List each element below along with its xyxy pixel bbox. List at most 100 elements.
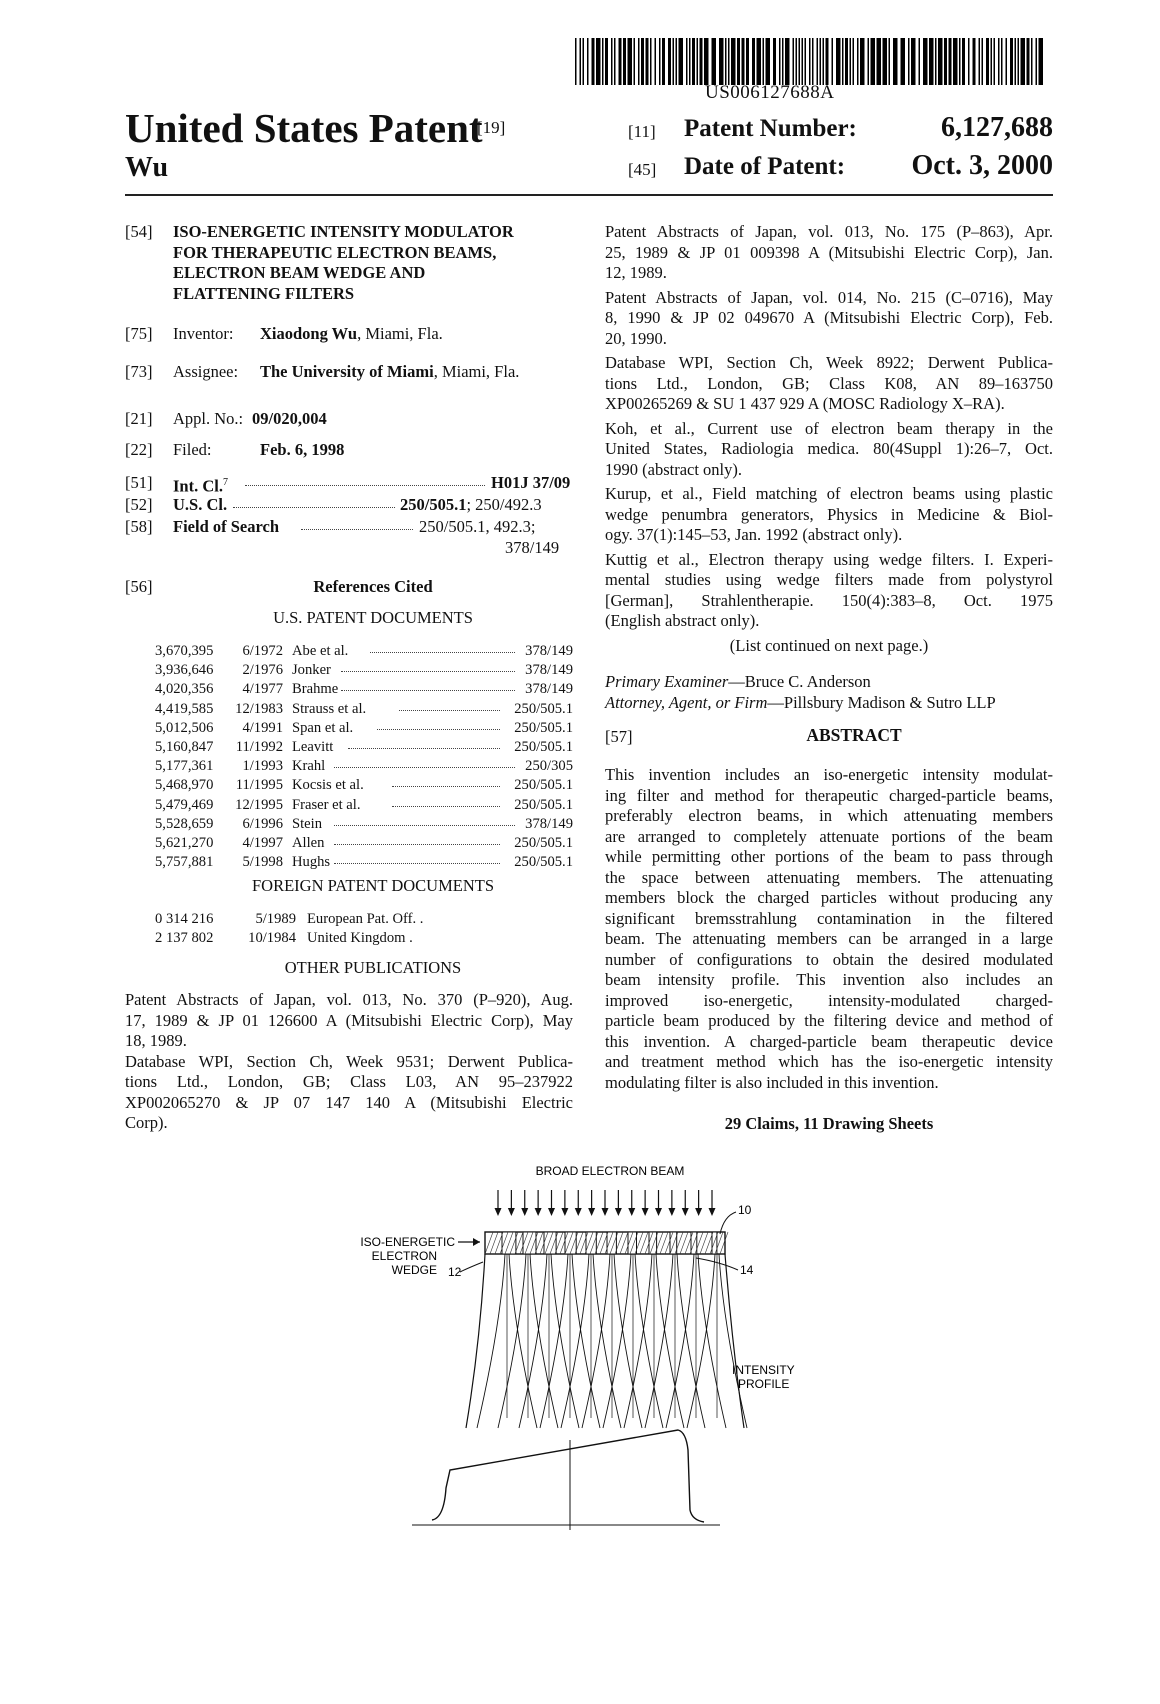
patent-class-cell: 250/505.1: [514, 738, 573, 755]
barcode-bar: [870, 38, 875, 85]
barcode-bar: [645, 38, 649, 85]
assignee-value: The University of Miami, Miami, Fla.: [260, 362, 520, 381]
barcode-bar: [752, 38, 755, 85]
abstract-line: the space between attenuating members. T…: [605, 867, 1053, 887]
abstract-line: are arranged to completely attenuate por…: [605, 826, 1053, 846]
publication-number: US006127688A: [705, 82, 835, 103]
dot-leader: [334, 811, 516, 826]
barcode-bar: [804, 38, 806, 85]
barcode-bar: [785, 38, 790, 85]
refs-heading: References Cited: [313, 577, 433, 596]
wedge-hatch: [684, 1231, 694, 1255]
barcode-bar: [962, 38, 965, 85]
title-line: ISO-ENERGETIC INTENSITY MODULATOR: [173, 222, 514, 241]
patent-number-cell: 5,177,361: [155, 758, 214, 775]
publication-line: United States, Radiologia medica. 80(4Su…: [605, 439, 1053, 458]
patent-number: 6,127,688: [941, 112, 1053, 143]
patent-date-cell: 12/1983: [235, 700, 283, 717]
beam-arrow-head: [708, 1208, 716, 1216]
barcode-bar: [953, 38, 958, 85]
barcode-bar: [849, 38, 851, 85]
inventor-value: Xiaodong Wu, Miami, Fla.: [260, 324, 443, 343]
dot-leader: [334, 849, 501, 865]
barcode-bar: [867, 38, 869, 85]
beam-arrow-head: [561, 1208, 569, 1216]
fan-line: [508, 1253, 538, 1429]
header-rule: [125, 194, 1053, 196]
barcode-bar: [587, 38, 589, 85]
barcode-bar: [831, 38, 833, 85]
barcode-bar: [773, 38, 776, 85]
barcode-bar: [795, 38, 797, 85]
barcode-bar: [1010, 38, 1013, 85]
publication-line: Database WPI, Section Ch, Week 8922; Der…: [605, 353, 1053, 372]
dot-leader: [334, 830, 501, 845]
appl-label: Appl. No.:: [173, 409, 244, 428]
patent-name-cell: Stein: [292, 815, 322, 832]
barcode-bar: [993, 38, 995, 85]
fan-line: [539, 1253, 569, 1429]
barcode-bar: [822, 38, 824, 85]
beam-arrows: [494, 1190, 716, 1216]
abstract-line: while permitting other portions of the b…: [605, 847, 1053, 866]
wedge-label-3: WEDGE: [392, 1263, 437, 1277]
publication-line: 12, 1989.: [605, 263, 667, 282]
barcode-bar: [675, 38, 677, 85]
table-row: 3,936,646 2/1976 Jonker 378/149: [155, 661, 573, 680]
profile-label-1: INTENSITY: [732, 1363, 795, 1377]
wedge-hatch: [614, 1231, 624, 1255]
ref-14: 14: [740, 1263, 754, 1277]
barcode-bar: [842, 38, 844, 85]
wedge-hatch: [554, 1231, 564, 1255]
other-pubs-heading: OTHER PUBLICATIONS: [284, 958, 462, 977]
barcode-bar: [935, 38, 937, 85]
barcode-bar: [575, 38, 577, 85]
table-row: 0 314 216 5/1989 European Pat. Off. .: [155, 910, 573, 929]
publication-line: Patent Abstracts of Japan, vol. 013, No.…: [125, 990, 573, 1009]
patent-number-cell: 5,757,881: [155, 854, 214, 871]
barcode-bar: [704, 38, 709, 85]
patent-number-cell: 5,621,270: [155, 834, 214, 851]
abstract-line: significant bremsstrahlung contamination…: [605, 908, 1053, 928]
patent-name-cell: Fraser et al.: [292, 796, 361, 813]
barcode-bar: [602, 38, 604, 85]
table-row: 5,177,361 1/1993 Krahl 250/305: [155, 757, 573, 776]
fan-line: [560, 1253, 590, 1429]
patent-name-cell: European Pat. Off. .: [307, 911, 424, 927]
ref-12: 12: [448, 1265, 462, 1279]
wedge-hatch: [709, 1231, 719, 1255]
uscl-code: [52]: [125, 495, 153, 514]
patent-number-cell: 4,020,356: [155, 681, 214, 698]
intcl-code: [51]: [125, 473, 153, 492]
publication-line: Corp).: [125, 1113, 168, 1132]
patent-name-cell: Brahme: [292, 681, 339, 698]
barcode-bar: [633, 38, 635, 85]
publication-line: 20, 1990.: [605, 328, 667, 348]
appl-number: 09/020,004: [252, 409, 327, 428]
wedge-slit: [585, 1231, 597, 1255]
barcode-bar: [711, 38, 716, 85]
filed-date: Feb. 6, 1998: [260, 440, 345, 459]
patent-date-cell: 6/1972: [242, 643, 283, 659]
wedge-label-1: ISO-ENERGETIC: [360, 1235, 455, 1249]
table-row: 2 137 802 10/1984 United Kingdom .: [155, 929, 573, 948]
beam-arrow-head: [681, 1208, 689, 1216]
barcode-bar: [728, 38, 730, 85]
publication-entry: Kuttig et al., Electron therapy using we…: [605, 550, 1053, 632]
dot-leader: [398, 696, 501, 711]
dot-leader: [334, 753, 516, 769]
patent-class-cell: 250/505.1: [514, 854, 573, 871]
abstract-text: This invention includes an iso-energetic…: [605, 765, 1053, 1093]
wedge-hatch: [654, 1231, 664, 1255]
fan-line: [655, 1253, 685, 1429]
wedge-slit: [648, 1231, 658, 1255]
abstract-line: beam. The attenuating members can be arr…: [605, 929, 1053, 948]
fan-line: [571, 1253, 601, 1429]
barcode-bar: [699, 38, 703, 85]
barcode-bar: [668, 38, 671, 85]
abstract-line: ing filter and method for therapeutic ch…: [605, 785, 1053, 805]
barcode-bar: [801, 38, 803, 85]
wedge-pointer-head: [473, 1238, 480, 1246]
wedge-hatch: [499, 1231, 509, 1255]
wedge-hatch: [719, 1231, 729, 1255]
